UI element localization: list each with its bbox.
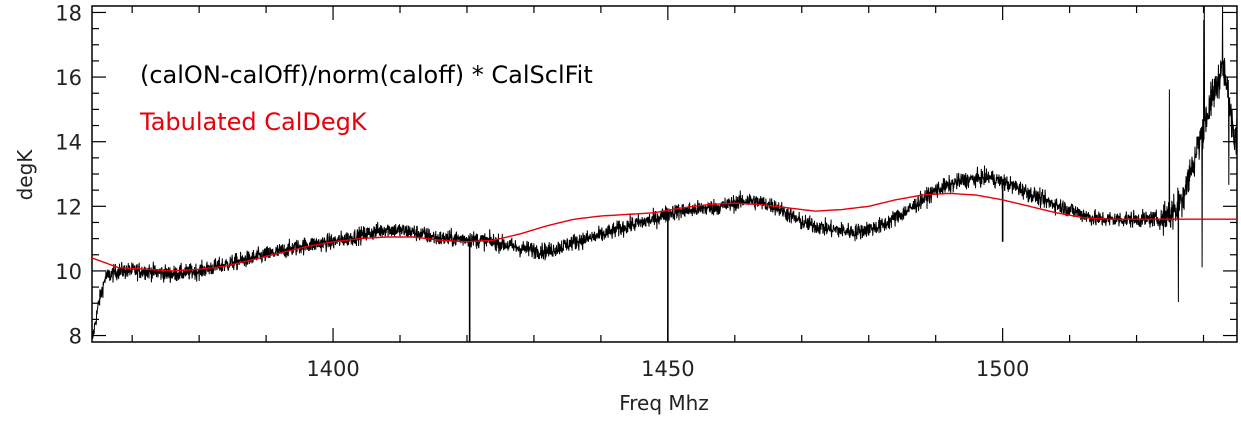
y-tick-label: 12 [55,195,82,219]
series-layer [92,6,1237,342]
y-axis-label: degK [13,149,37,201]
tick-layer [92,6,1237,342]
series-measured-line [92,6,1237,339]
y-tick-label: 14 [55,131,82,155]
y-tick-label: 16 [55,66,82,90]
x-tick-label: 1450 [641,357,694,381]
plot-frame [91,5,1238,343]
y-tick-label: 8 [69,325,82,349]
tick-label-layer: 1400 1450 1500 8 10 12 14 16 18 [55,1,1029,381]
x-tick-label: 1500 [976,357,1029,381]
legend-entry-tabulated: Tabulated CalDegK [139,108,368,136]
x-axis-label: Freq Mhz [619,391,709,415]
y-tick-label: 18 [55,1,82,25]
x-tick-label: 1400 [306,357,359,381]
legend-entry-measured: (calON-calOff)/norm(caloff) * CalSclFit [140,61,593,89]
series-tabulated-line [92,192,1237,272]
y-tick-label: 10 [55,260,82,284]
